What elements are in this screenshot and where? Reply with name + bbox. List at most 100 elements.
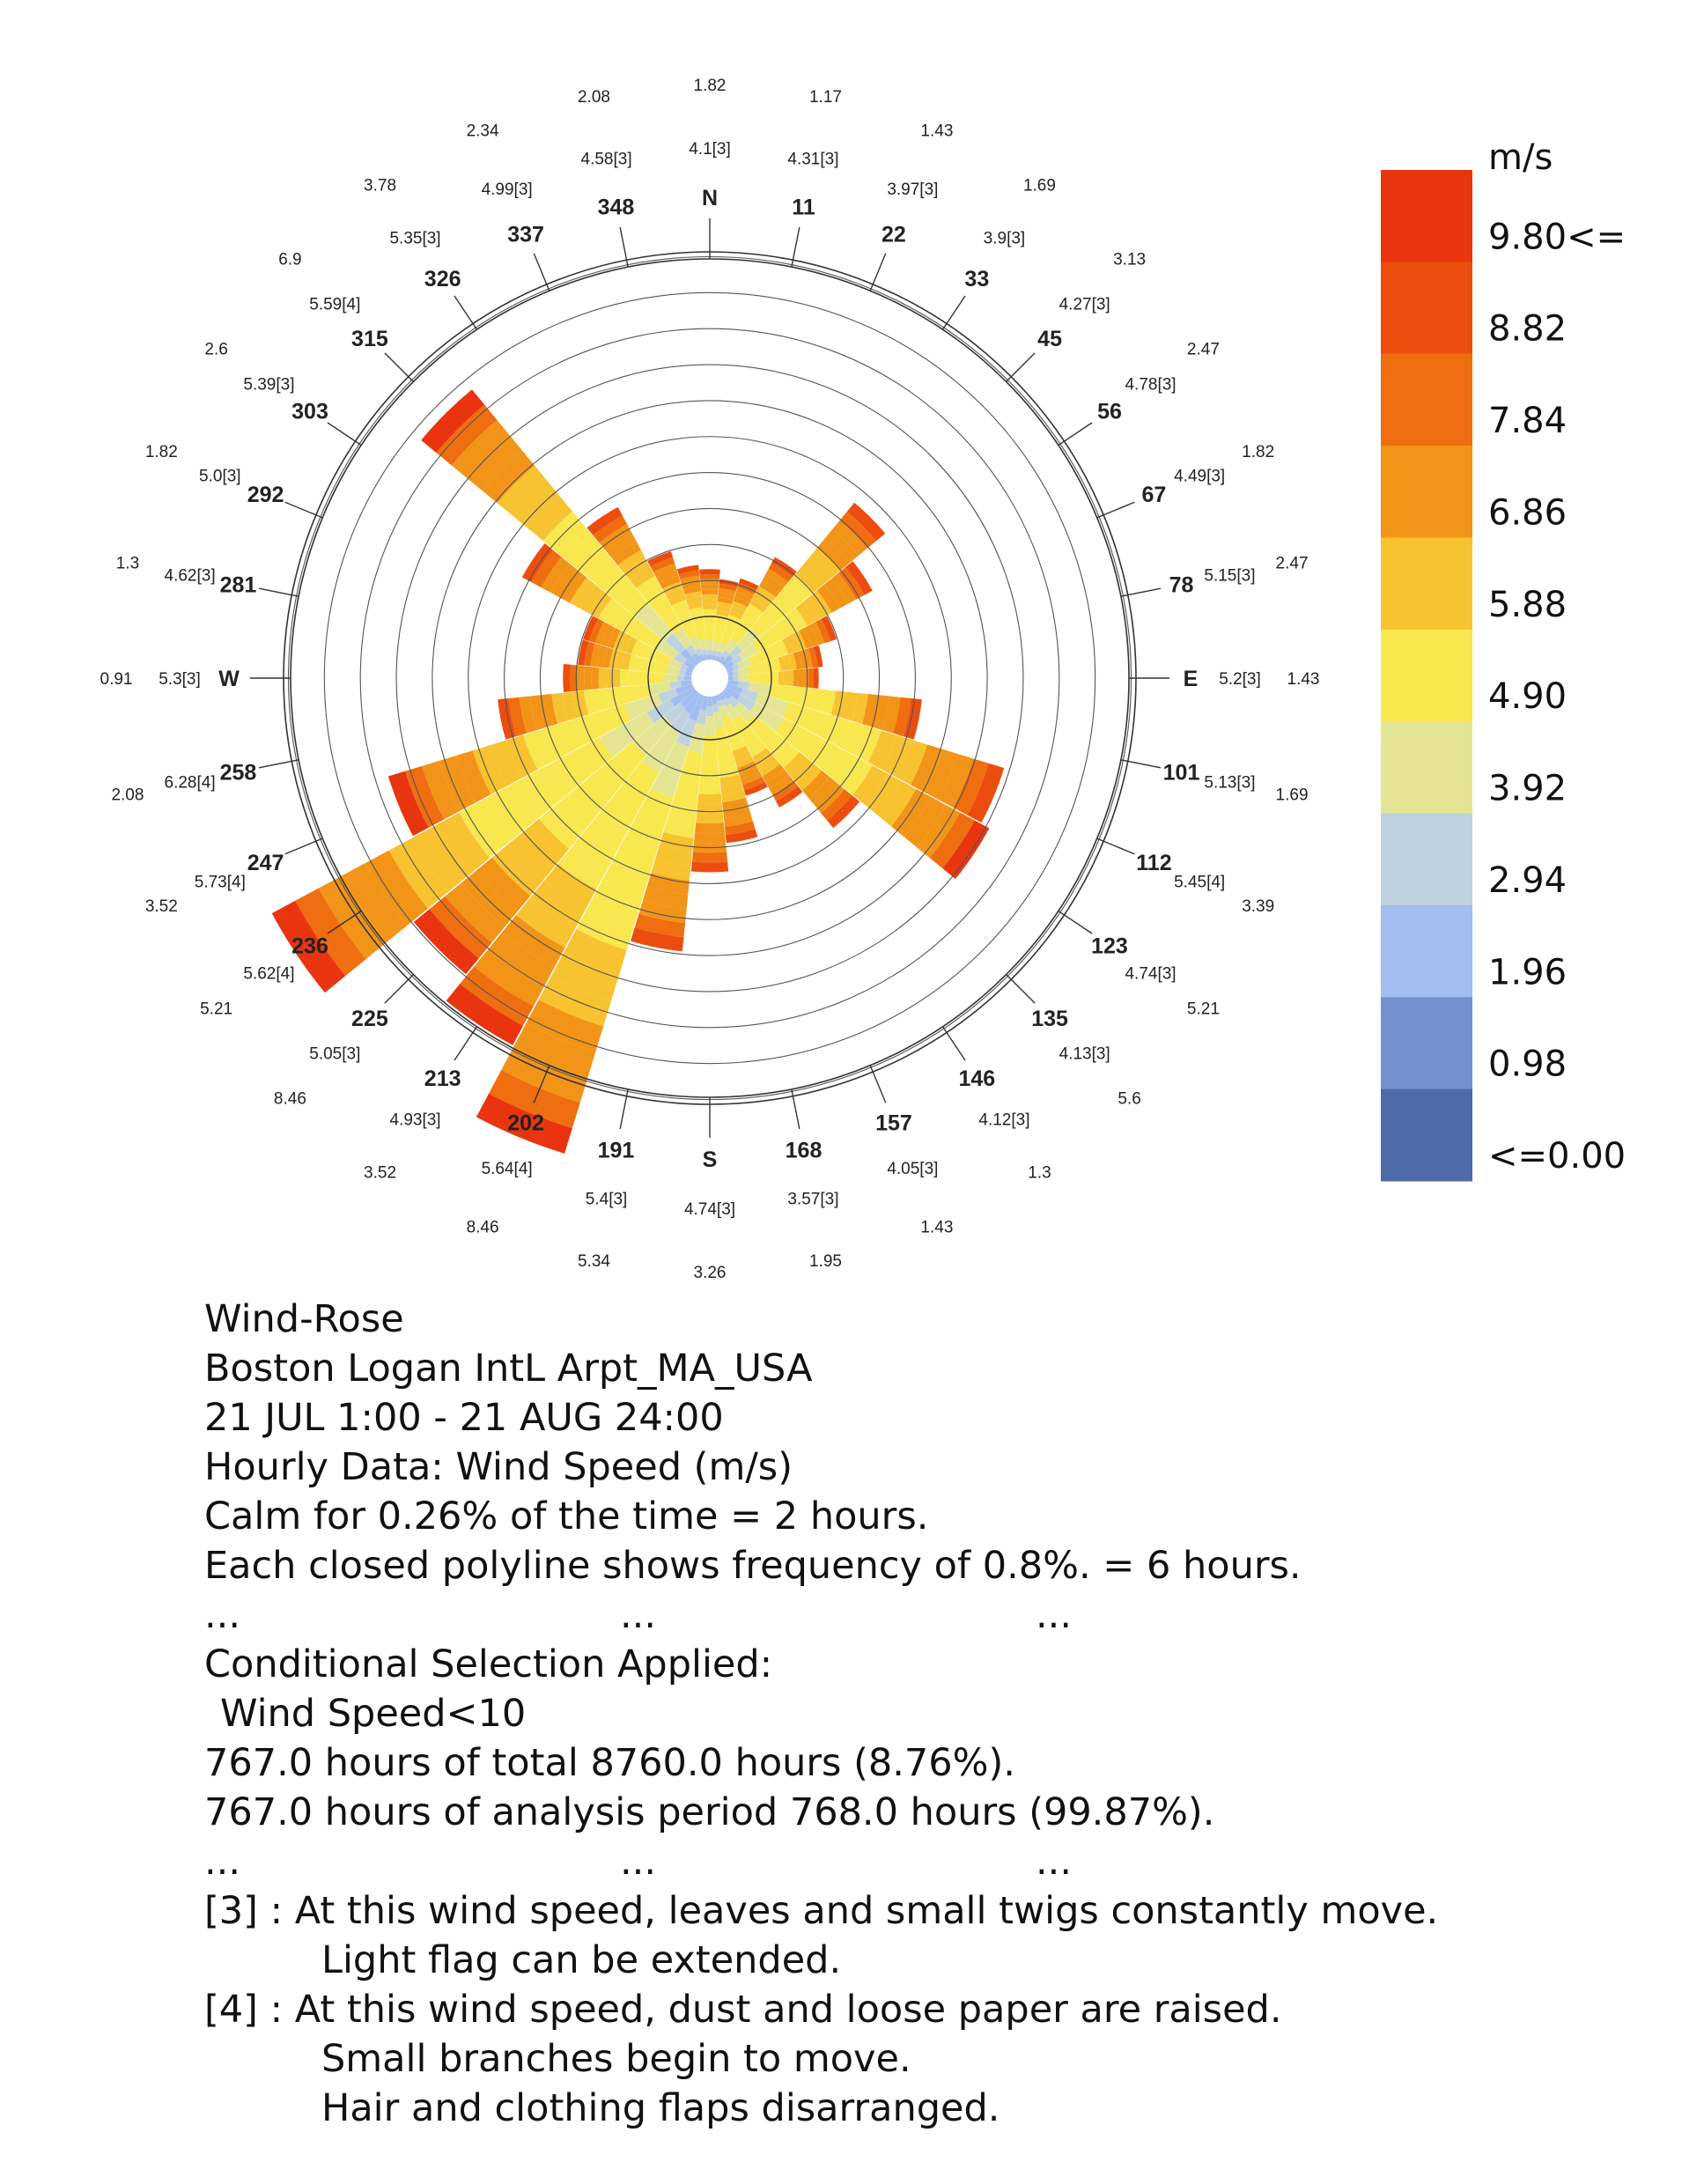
petal-segment [697,633,706,640]
petal-segment [802,556,832,586]
petal-segment [421,389,485,454]
direction-tick [869,253,887,291]
caption-block: Wind-Rose Boston Logan IntL Arpt_MA_USA … [204,1295,1684,2133]
petal-segment [671,600,688,612]
outer-ring [290,258,1130,1098]
petal-segment [666,665,675,675]
petal-segment [728,610,743,620]
petal-segment [680,617,694,629]
petal-segment [699,573,720,580]
petal-segment [564,929,627,976]
petal-segment [596,645,608,668]
frequency-ring [504,472,916,884]
petal-segment [746,714,762,730]
legend-label: 0.98 [1488,1044,1567,1085]
petal-segment [701,649,708,656]
petal-segment [910,744,943,793]
petal-segment [783,751,808,776]
petal-segment [724,660,734,670]
petal-segment [704,619,716,625]
petal-segment [686,630,697,640]
petal-segment [405,765,445,828]
petal-segment [826,749,858,785]
petal-segment [422,760,461,820]
petal-segment [660,663,668,675]
direction-tick [1006,352,1036,382]
petal-segment [797,706,820,733]
petal-segment [775,718,800,742]
petal-segment [680,575,700,585]
direction-label: 56 [1097,400,1122,424]
petal-segment [722,797,749,811]
petal-segment [728,735,743,746]
petal-segment [798,668,804,688]
legend-label: 5.88 [1488,585,1567,625]
petal-segment [523,729,554,770]
petal-segment [788,669,794,687]
average-speed-label: 5.05[3] [309,1045,360,1064]
petal-segment [725,623,737,633]
petal-segment [721,789,746,803]
petal-segment [768,563,793,582]
direction-tick [791,1088,800,1130]
petal-segment [768,697,789,718]
petal-segment [584,666,593,690]
petal-segment [717,596,734,605]
petal-segment [702,604,718,610]
petal-segment [412,825,469,892]
petal-segment [365,850,428,926]
petal-segment [691,723,705,740]
petal-segment [712,646,719,653]
petal-segment [942,820,990,879]
petal-segment [749,742,767,757]
direction-label: 157 [875,1110,912,1135]
caption-data-type: Hourly Data: Wind Speed (m/s) [204,1445,793,1489]
petal-segment [712,641,720,648]
petal-segment [588,618,604,644]
legend-label: 2.94 [1488,860,1567,901]
petal-segment [678,668,686,676]
petal-segment [665,587,684,601]
petal-segment [634,670,642,686]
average-speed-label: 4.93[3] [389,1111,440,1130]
petal-segment [445,883,505,943]
petal-segment [679,636,692,649]
petal-segment [429,896,492,959]
petal-segment [675,777,700,796]
petal-segment [765,646,777,660]
average-speed-label: 4.74[3] [1125,964,1176,983]
petal-segment [703,654,708,660]
max-speed-label: 3.52 [364,1163,396,1182]
petal-segment [611,541,641,566]
petal-segment [771,642,783,659]
legend-swatch [1381,1088,1472,1182]
direction-tick [869,1065,887,1103]
petal-segment [777,745,800,768]
petal-segment [628,654,638,671]
petal-segment [682,586,702,595]
caption-conditional-title: Conditional Selection Applied: [204,1642,773,1686]
petal-segment [717,601,733,609]
petal-segment [562,691,579,721]
petal-segment [814,742,844,774]
max-speed-label: 1.43 [920,122,953,140]
petal-segment [823,579,849,609]
petal-segment [663,818,696,838]
petal-segment [451,419,510,478]
direction-label: 326 [424,267,461,291]
petal-segment [461,870,518,927]
petal-segment [799,627,813,649]
petal-segment [586,767,621,802]
petal-segment [748,665,755,675]
petal-segment [675,718,697,747]
petal-segment [732,714,744,727]
caption-polyline: Each closed polyline shows frequency of … [204,1544,1302,1588]
petal-segment [529,695,548,731]
petal-segment [740,708,755,723]
petal-segment [598,598,621,623]
petal-segment [758,727,778,746]
petal-segment [707,654,712,660]
petal-segment [718,646,726,653]
caption-condition: Wind Speed<10 [220,1692,527,1736]
petal-segment [925,749,958,801]
